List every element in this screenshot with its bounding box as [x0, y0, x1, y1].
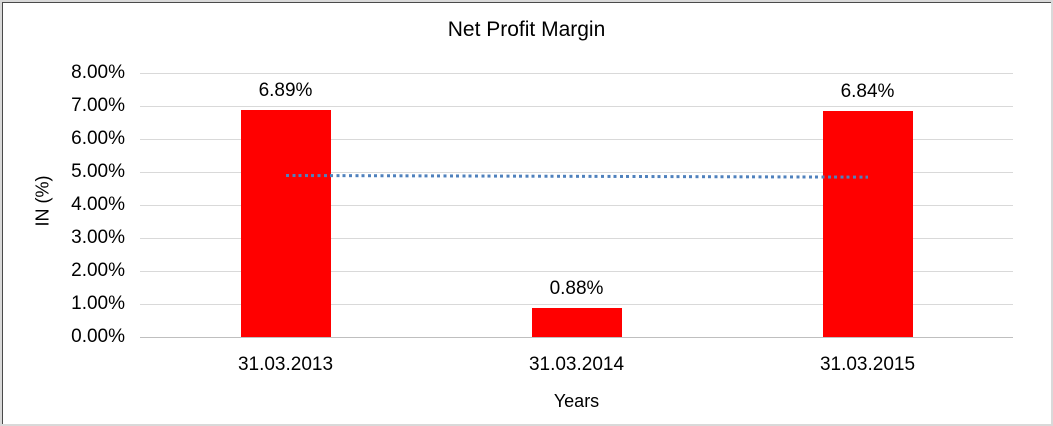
y-tick-label: 7.00% — [71, 95, 125, 116]
gridline — [140, 171, 1013, 173]
x-tick-label: 31.03.2013 — [237, 354, 334, 375]
gridline — [140, 237, 1013, 239]
y-tick-label: 6.00% — [71, 128, 125, 149]
bar — [822, 111, 913, 337]
y-tick-label: 1.00% — [71, 293, 125, 314]
gridline — [140, 138, 1013, 140]
y-tick-label: 0.00% — [71, 326, 125, 347]
bar-value-label: 6.89% — [258, 79, 313, 101]
bar-value-label: 6.84% — [840, 81, 895, 103]
gridline — [140, 105, 1013, 107]
x-axis-line — [140, 336, 1013, 338]
x-tick-label: 31.03.2015 — [819, 354, 916, 375]
x-tick-label: 31.03.2014 — [528, 354, 625, 375]
gridline — [140, 303, 1013, 305]
y-tick-label: 3.00% — [71, 227, 125, 248]
y-tick-label: 8.00% — [71, 62, 125, 83]
gridline — [140, 204, 1013, 206]
gridline — [140, 72, 1013, 74]
bar — [531, 307, 622, 337]
y-tick-label: 5.00% — [71, 161, 125, 182]
chart-title: Net Profit Margin — [447, 18, 606, 41]
x-axis-title: Years — [553, 391, 600, 411]
y-tick-label: 4.00% — [71, 194, 125, 215]
bar-value-label: 0.88% — [549, 277, 604, 299]
gridline — [140, 270, 1013, 272]
bar — [240, 109, 331, 337]
y-tick-label: 2.00% — [71, 260, 125, 281]
trendline — [285, 173, 868, 179]
